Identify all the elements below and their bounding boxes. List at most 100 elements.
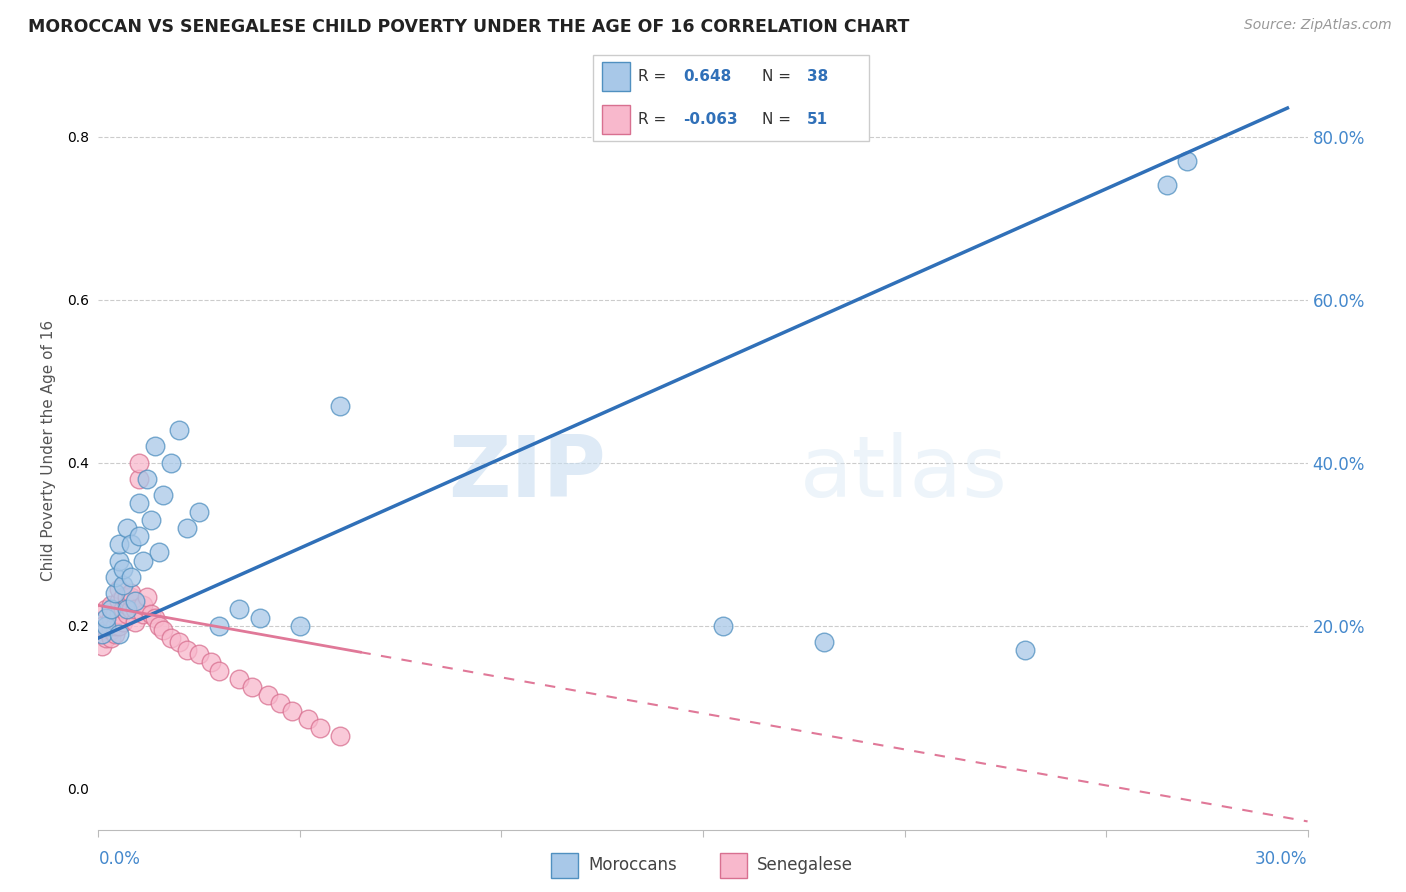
Bar (720, 853, 747, 878)
Point (115, 607, 138, 621)
Point (96, 610, 118, 624)
Point (107, 627, 129, 641)
Text: Senegalese: Senegalese (756, 856, 853, 874)
Point (96, 619, 118, 633)
Bar (602, 105, 630, 134)
Point (1175, 154, 1198, 169)
Point (103, 627, 125, 641)
Point (329, 399, 352, 413)
Text: 30.0%: 30.0% (1256, 850, 1308, 868)
Point (813, 635, 835, 649)
Bar (551, 853, 578, 878)
Point (128, 496, 150, 510)
Text: Source: ZipAtlas.com: Source: ZipAtlas.com (1244, 18, 1392, 32)
Point (281, 704, 304, 718)
Point (132, 599, 155, 613)
Point (148, 619, 170, 633)
Point (143, 439, 166, 453)
Point (111, 562, 134, 576)
Point (176, 643, 198, 657)
Point (100, 610, 122, 624)
Text: R =: R = (638, 112, 672, 127)
Point (128, 529, 150, 543)
Point (107, 607, 129, 621)
Point (107, 619, 129, 633)
Point (269, 696, 291, 710)
Point (200, 656, 222, 670)
Point (91, 639, 114, 653)
Text: -0.063: -0.063 (683, 112, 738, 127)
Point (309, 721, 332, 735)
Point (115, 599, 138, 613)
Point (188, 647, 211, 661)
Point (128, 472, 150, 486)
Text: 0.0%: 0.0% (98, 850, 141, 868)
Point (188, 505, 211, 519)
Point (103, 570, 125, 584)
Point (115, 591, 138, 605)
Text: Moroccans: Moroccans (588, 856, 678, 874)
Point (132, 553, 155, 567)
Point (124, 602, 146, 616)
Text: N =: N = (762, 112, 796, 127)
Point (96, 631, 118, 645)
Point (100, 602, 122, 616)
Point (152, 623, 174, 637)
Point (297, 713, 319, 727)
Text: 38: 38 (807, 70, 828, 84)
Point (288, 619, 311, 633)
Point (139, 607, 162, 621)
Point (100, 623, 122, 637)
Point (240, 680, 263, 694)
Point (176, 521, 198, 535)
Point (107, 537, 129, 551)
Point (115, 602, 138, 616)
Point (120, 602, 142, 616)
Point (228, 602, 250, 616)
Text: R =: R = (638, 70, 672, 84)
Y-axis label: Child Poverty Under the Age of 16: Child Poverty Under the Age of 16 (41, 320, 56, 581)
Point (107, 553, 129, 567)
Point (103, 586, 125, 600)
Point (124, 594, 146, 608)
Point (103, 619, 125, 633)
Point (120, 591, 142, 605)
Point (115, 521, 138, 535)
Point (139, 513, 162, 527)
Point (120, 586, 142, 600)
Point (120, 537, 142, 551)
Point (96, 623, 118, 637)
Point (228, 672, 250, 686)
Point (111, 591, 134, 605)
Point (208, 619, 231, 633)
Point (256, 688, 278, 702)
Point (107, 594, 129, 608)
Point (96, 602, 118, 616)
Text: N =: N = (762, 70, 796, 84)
FancyBboxPatch shape (593, 55, 869, 141)
Point (208, 664, 231, 678)
Point (100, 631, 122, 645)
Point (107, 582, 129, 596)
Point (103, 607, 125, 621)
Text: MOROCCAN VS SENEGALESE CHILD POVERTY UNDER THE AGE OF 16 CORRELATION CHART: MOROCCAN VS SENEGALESE CHILD POVERTY UND… (28, 18, 910, 36)
Text: atlas: atlas (800, 432, 1008, 515)
Point (135, 591, 157, 605)
Text: 51: 51 (807, 112, 828, 127)
Point (91, 619, 114, 633)
Point (152, 488, 174, 502)
Point (91, 627, 114, 641)
Point (160, 631, 183, 645)
Point (160, 456, 183, 470)
Point (167, 635, 190, 649)
Point (1014, 643, 1036, 657)
Text: 0.648: 0.648 (683, 70, 731, 84)
Point (111, 578, 134, 592)
Point (111, 615, 134, 629)
Point (148, 545, 170, 559)
Point (329, 729, 352, 743)
Text: ZIP: ZIP (449, 432, 606, 515)
Point (124, 615, 146, 629)
Point (91, 627, 114, 641)
Point (132, 607, 155, 621)
